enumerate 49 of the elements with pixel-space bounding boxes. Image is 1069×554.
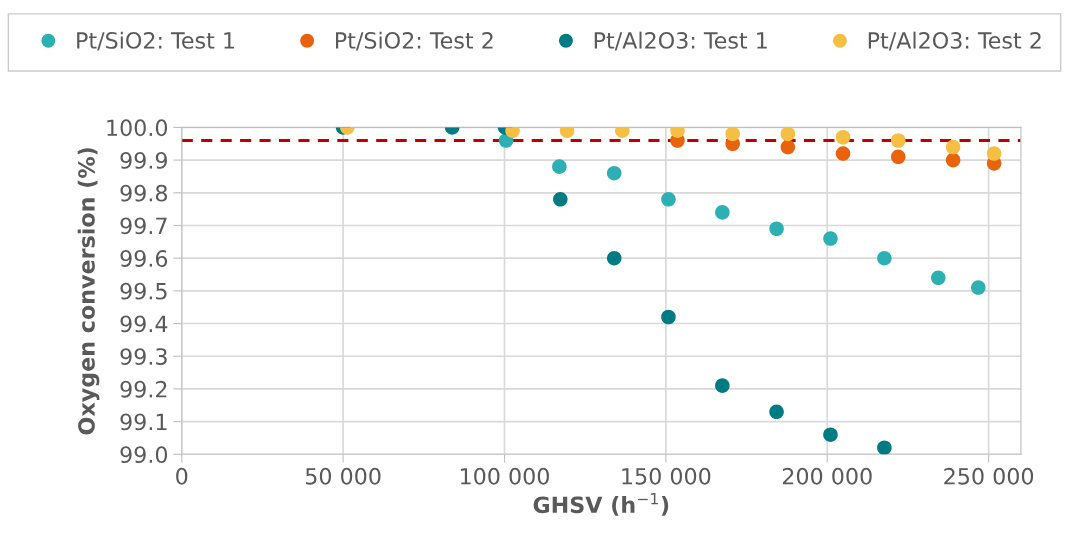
y-tick-label: 99.0 [120, 446, 168, 464]
y-tick-label: 99.2 [120, 380, 167, 398]
y-tick-label: 99.9 [120, 152, 167, 169]
x-tick-label: 100 000 [460, 467, 549, 485]
point [715, 205, 730, 220]
x-tick-label: 250 000 [944, 467, 1034, 485]
legend-label: Pt/Al2O3: Test 1 [594, 31, 767, 51]
point [769, 404, 784, 420]
point [877, 440, 892, 455]
point [835, 129, 851, 145]
y-tick-label: 99.1 [120, 413, 167, 431]
point [945, 152, 961, 168]
point [986, 146, 1002, 161]
point [877, 250, 892, 266]
point [823, 231, 838, 246]
x-tick-label: 0 [176, 467, 188, 485]
point [769, 221, 784, 237]
y-tick-label: 99.4 [120, 315, 168, 333]
x-axis-title: GHSV (h$^{−1}$) [533, 493, 669, 516]
point [835, 146, 851, 161]
y-tick-label: 99.6 [120, 250, 168, 267]
point [930, 270, 946, 286]
point [945, 139, 961, 155]
y-tick-label: 99.7 [120, 217, 167, 235]
y-tick-label: 99.3 [120, 348, 167, 365]
x-tick-label: 50 000 [305, 467, 381, 485]
point [890, 133, 906, 148]
y-tick-label: 99.5 [120, 282, 167, 300]
point [661, 309, 676, 325]
point [890, 149, 906, 165]
point [553, 192, 568, 207]
point [606, 165, 622, 181]
point [971, 280, 986, 295]
point [552, 159, 567, 174]
point [725, 127, 740, 142]
y-axis-title: Oxygen conversion (%) [77, 148, 100, 435]
point [661, 192, 676, 207]
x-tick-label: 200 000 [782, 467, 872, 485]
point [780, 127, 796, 142]
y-tick-label: 100.0 [107, 119, 168, 137]
x-tick-label: 150 000 [622, 467, 711, 485]
point [606, 250, 622, 266]
legend-label: Pt/SiO2: Test 2 [335, 31, 493, 51]
point [715, 378, 730, 393]
point [780, 139, 796, 155]
point [823, 427, 838, 442]
legend-label: Pt/SiO2: Test 1 [77, 31, 234, 51]
y-tick-label: 99.8 [120, 184, 168, 202]
legend-label: Pt/Al2O3: Test 2 [868, 31, 1041, 51]
